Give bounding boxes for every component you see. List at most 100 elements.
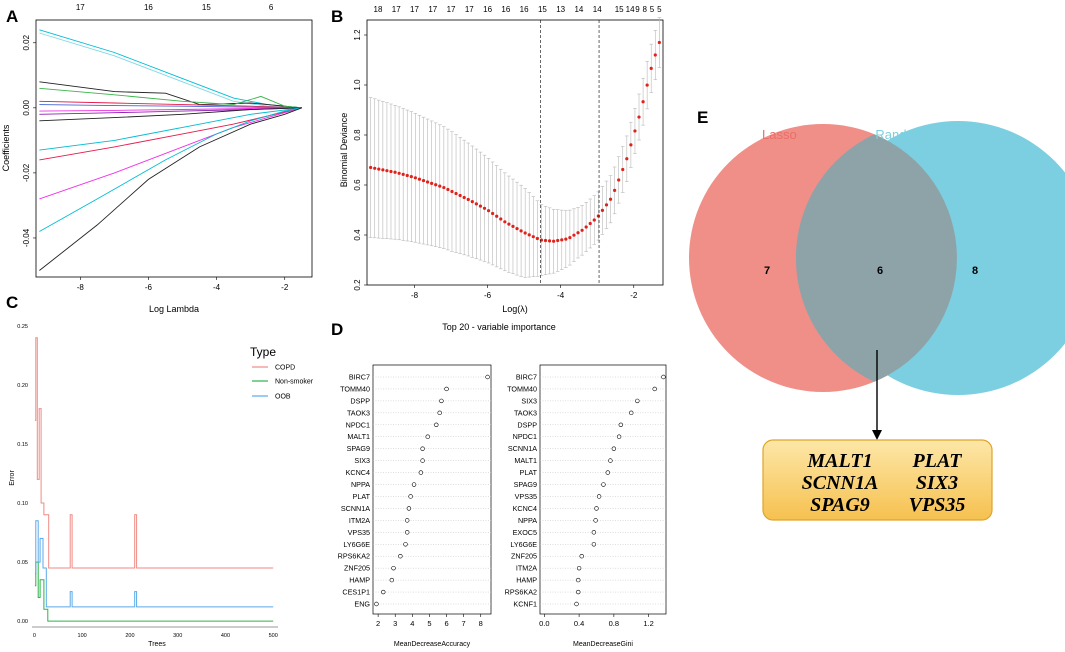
cv-point (438, 184, 442, 188)
panel-label-c: C (6, 293, 18, 312)
cv-point (617, 178, 621, 182)
cv-point (649, 66, 653, 70)
variable-label: ENG (354, 600, 370, 609)
variable-label: ITM2A (516, 564, 537, 573)
cv-point (482, 206, 487, 210)
cv-point (568, 236, 572, 240)
cv-point (369, 165, 373, 170)
cv-point (430, 181, 434, 185)
series-line-s4 (39, 87, 302, 109)
venn-count-intersection: 6 (877, 265, 883, 277)
panel-label-e: E (697, 108, 708, 127)
cv-point (421, 178, 426, 183)
top-tick-label: 15 (202, 3, 211, 12)
cv-point (543, 238, 548, 243)
x-tick-label: 1.2 (643, 619, 653, 628)
cv-point (381, 168, 385, 172)
y-tick-label: 1.2 (353, 29, 362, 41)
x-tick-label: 3 (393, 619, 397, 628)
series-line-s5 (39, 100, 302, 109)
importance-point (398, 554, 403, 559)
cv-point (401, 172, 405, 177)
y-tick-label: 0.2 (353, 279, 362, 291)
top-count-label: 9 (635, 5, 640, 14)
x-tick-label: 0.4 (574, 619, 584, 628)
variable-label: TOMM40 (340, 384, 370, 393)
plot-a-series (39, 29, 302, 271)
series-line-s11 (39, 107, 302, 161)
venn-overlap (795, 134, 957, 382)
cv-point (572, 233, 576, 237)
cv-point (637, 115, 641, 119)
importance-point (420, 446, 425, 451)
series-line-s6 (39, 104, 302, 109)
top-tick-label: 17 (76, 3, 85, 12)
top-count-label: 16 (501, 5, 510, 14)
variable-label: VPS35 (348, 528, 370, 537)
cv-point (377, 167, 381, 171)
variable-label: TAOK3 (514, 408, 537, 417)
top-count-label: 15 (615, 5, 624, 14)
variable-label: RPS6KA2 (338, 552, 370, 561)
cv-point (503, 220, 507, 224)
variable-label: EXOC5 (513, 528, 537, 537)
cv-point (385, 169, 389, 173)
cv-point (511, 224, 515, 228)
legend-label-copd: COPD (275, 365, 295, 372)
plot-b-points (369, 40, 661, 243)
panel-label-a: A (6, 7, 18, 26)
cv-point (629, 143, 633, 147)
legend-label-oob: OOB (275, 394, 291, 401)
gene-six3: SIX3 (916, 472, 958, 494)
plot-b-error-bars (368, 17, 662, 278)
cv-point (454, 191, 458, 196)
cv-point (633, 129, 637, 133)
importance-point (661, 374, 666, 380)
plot-d1-frame (372, 364, 492, 615)
x-tick-label: 0.0 (539, 619, 549, 628)
panel-label-b: B (331, 7, 343, 26)
importance-point (629, 410, 634, 416)
x-tick-label: 500 (269, 633, 278, 639)
importance-point (576, 589, 581, 595)
x-tick-label: 8 (479, 619, 483, 628)
cv-point (478, 204, 483, 208)
y-tick-label: 0.05 (17, 560, 28, 566)
cv-point (560, 238, 564, 242)
variable-label: BIRC7 (349, 373, 370, 382)
importance-point (591, 542, 597, 547)
venn-label-lasso: Lasso (762, 127, 797, 142)
cv-point (625, 157, 629, 161)
top-count-label: 14 (626, 5, 635, 14)
y-tick-label: -0.04 (22, 228, 31, 247)
x-tick-label: 7 (462, 619, 466, 628)
x-tick-label: 100 (78, 633, 87, 639)
variable-label: SIX3 (521, 396, 537, 405)
x-tick-label: -2 (630, 291, 638, 300)
x-tick-label: -6 (484, 291, 492, 300)
variable-label: LY6G6E (510, 540, 537, 549)
variable-label: HAMP (349, 576, 370, 585)
importance-point (420, 458, 425, 463)
variable-label: NPDC1 (346, 420, 370, 429)
venn-label-random-forest: Random forest (875, 127, 961, 142)
importance-point (485, 374, 490, 380)
cv-point (434, 183, 438, 187)
shared-genes-box (762, 439, 993, 521)
y-tick-label: 0.02 (22, 34, 31, 50)
x-tick-label: -8 (411, 291, 419, 300)
legend-title: Type (250, 345, 276, 359)
y-tick-label: 0.8 (353, 129, 362, 141)
cv-point (547, 239, 552, 243)
cv-point (446, 187, 450, 192)
x-tick-label: 0 (33, 633, 36, 639)
variable-label: RPS6KA2 (505, 588, 537, 597)
series-line-s1 (39, 29, 302, 109)
cv-point (486, 209, 491, 213)
cv-point (425, 180, 430, 184)
top-count-label: 14 (574, 5, 583, 14)
plot-b-frame (366, 19, 664, 286)
variable-label: CES1P1 (342, 588, 370, 597)
importance-point (616, 434, 622, 439)
variable-label: VPS35 (515, 492, 537, 501)
